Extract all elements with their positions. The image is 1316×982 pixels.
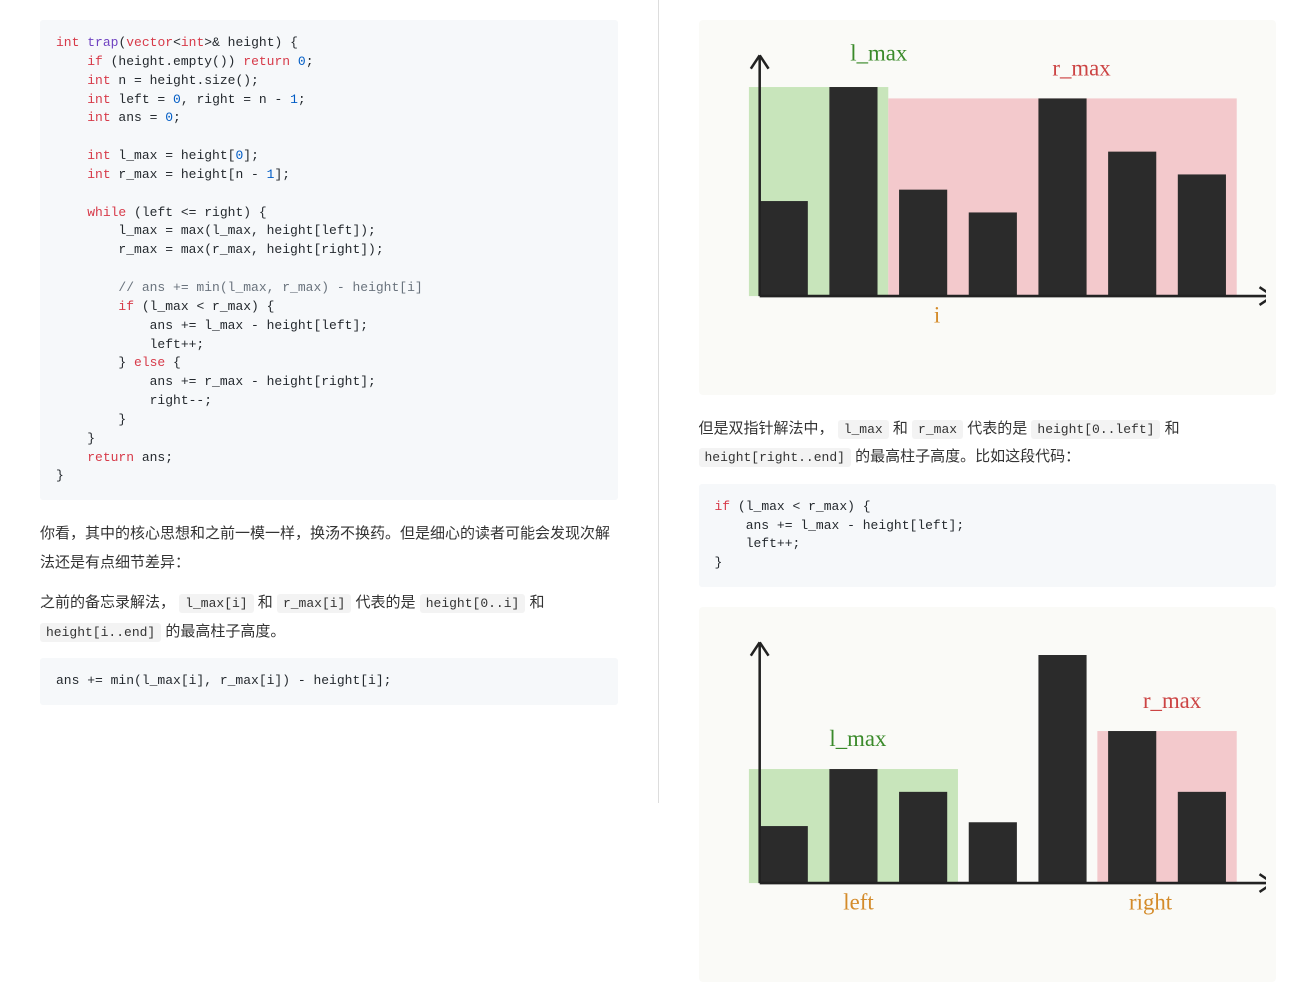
inline-code: height[0..left] — [1031, 420, 1160, 439]
inline-code: height[0..i] — [420, 594, 526, 613]
svg-text:l_max: l_max — [829, 726, 887, 751]
paragraph-core-idea: 你看，其中的核心思想和之前一模一样，换汤不换药。但是细心的读者可能会发现次解法还… — [40, 520, 618, 577]
paragraph-memo-explain: 之前的备忘录解法， l_max[i] 和 r_max[i] 代表的是 heigh… — [40, 589, 618, 646]
code-block-if-branch: if (l_max < r_max) { ans += l_max - heig… — [699, 484, 1277, 587]
diagram-left-right-pointers: l_max r_maxleft right — [699, 607, 1277, 982]
inline-code: l_max[i] — [179, 594, 253, 613]
code-block-main: int trap(vector<int>& height) { if (heig… — [40, 20, 618, 500]
code-block-formula: ans += min(l_max[i], r_max[i]) - height[… — [40, 658, 618, 705]
svg-text:right: right — [1129, 890, 1173, 915]
svg-text:l_max: l_max — [850, 40, 908, 65]
inline-code: height[i..end] — [40, 623, 161, 642]
inline-code: l_max — [838, 420, 889, 439]
svg-text:r_max: r_max — [1052, 56, 1111, 81]
inline-code: r_max — [912, 420, 963, 439]
left-column: int trap(vector<int>& height) { if (heig… — [0, 0, 659, 803]
right-column: l_maxr_maxi 但是双指针解法中， l_max 和 r_max 代表的是… — [659, 0, 1316, 803]
inline-code: height[right..end] — [699, 448, 851, 467]
svg-text:r_max: r_max — [1142, 688, 1201, 713]
inline-code: r_max[i] — [277, 594, 351, 613]
paragraph-twopointer-explain: 但是双指针解法中， l_max 和 r_max 代表的是 height[0..l… — [699, 415, 1277, 472]
svg-text:i: i — [933, 303, 939, 328]
svg-text:left: left — [843, 890, 874, 915]
diagram-lmax-rmax-full: l_max r_maxi — [699, 20, 1277, 395]
